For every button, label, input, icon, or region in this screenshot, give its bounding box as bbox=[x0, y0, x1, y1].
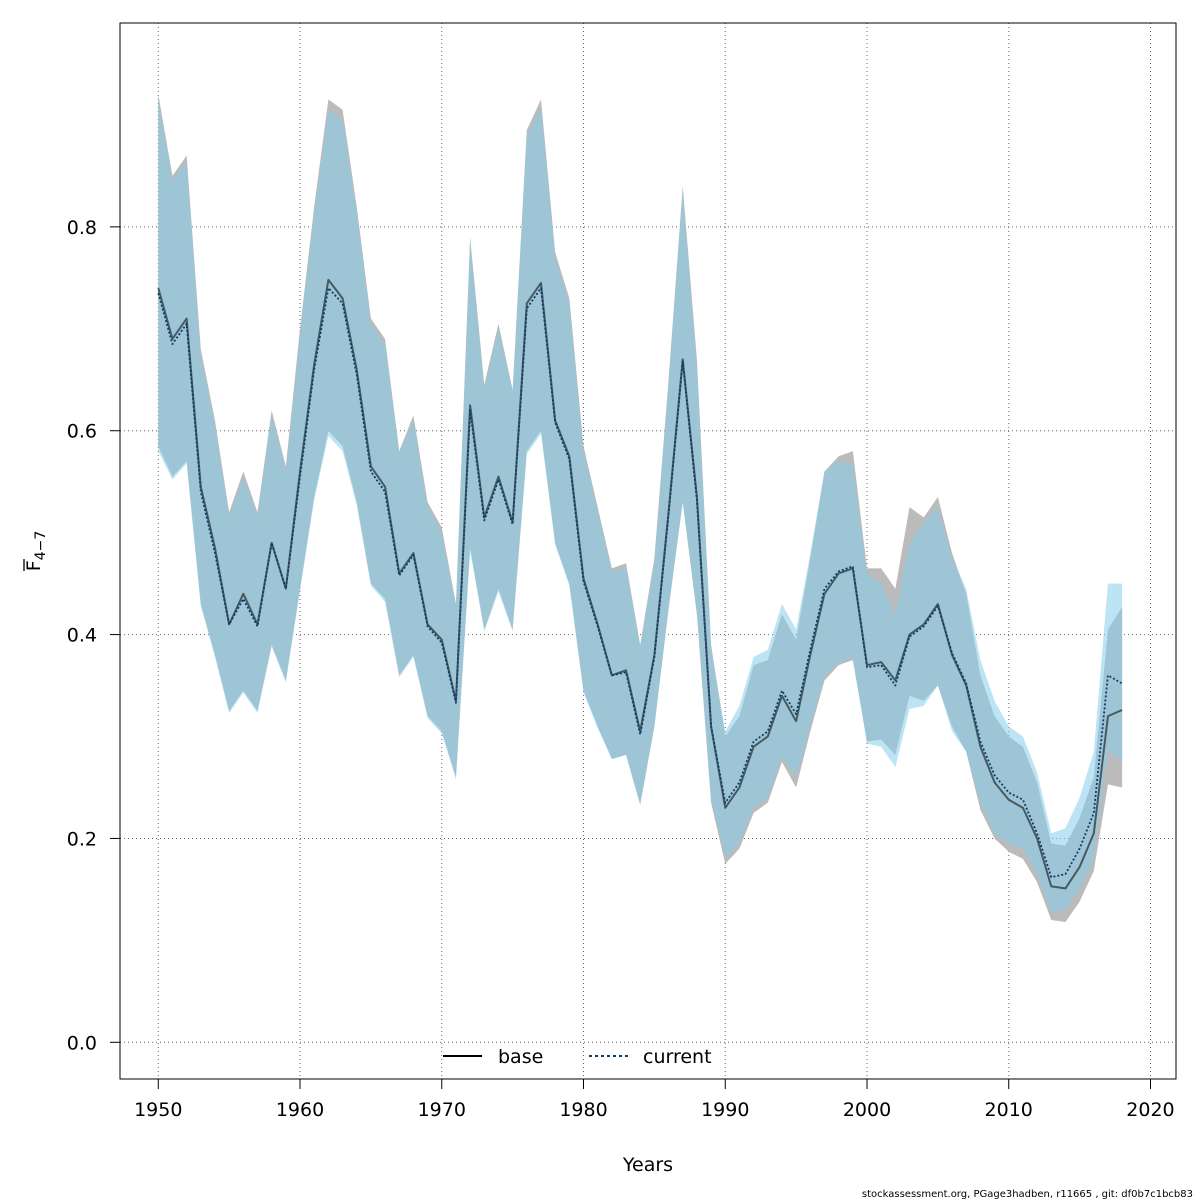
y-tick-label: 0.8 bbox=[67, 217, 97, 239]
x-tick-label: 2010 bbox=[985, 1099, 1033, 1121]
x-axis-title: Years bbox=[622, 1154, 673, 1176]
svg-text:F4−7: F4−7 bbox=[23, 531, 49, 571]
series-line-current bbox=[157, 287, 1123, 879]
footer-text: stockassessment.org, PGage3hadben, r1166… bbox=[862, 1189, 1193, 1200]
y-axis-title-main: F bbox=[23, 560, 45, 571]
y-axis-title: F4−7 bbox=[23, 531, 49, 571]
x-tick-label: 1960 bbox=[276, 1099, 324, 1121]
legend-label-current: current bbox=[643, 1046, 712, 1068]
legend: base current bbox=[443, 1046, 712, 1068]
x-tick-label: 2000 bbox=[843, 1099, 891, 1121]
confidence-band-current bbox=[158, 99, 1123, 912]
plot-frame bbox=[119, 22, 1177, 1080]
y-tick-label: 0.0 bbox=[67, 1032, 97, 1054]
x-tick-label: 1950 bbox=[134, 1099, 182, 1121]
y-tick-label: 0.6 bbox=[67, 421, 97, 443]
y-axis-title-subscript: 4−7 bbox=[33, 531, 49, 561]
x-tick-label: 1970 bbox=[418, 1099, 466, 1121]
series-lines bbox=[157, 278, 1123, 890]
x-tick-label: 2020 bbox=[1126, 1099, 1174, 1121]
y-tick-label: 0.4 bbox=[67, 625, 97, 647]
confidence-bands bbox=[158, 94, 1123, 923]
y-axis: 0.0 0.2 0.4 0.6 0.8 bbox=[67, 217, 120, 1054]
x-tick-label: 1980 bbox=[559, 1099, 607, 1121]
legend-label-base: base bbox=[498, 1046, 543, 1068]
x-tick-label: 1990 bbox=[701, 1099, 749, 1121]
y-tick-label: 0.2 bbox=[67, 828, 97, 850]
x-axis: 1950 1960 1970 1980 1990 2000 2010 2020 bbox=[134, 1079, 1175, 1121]
